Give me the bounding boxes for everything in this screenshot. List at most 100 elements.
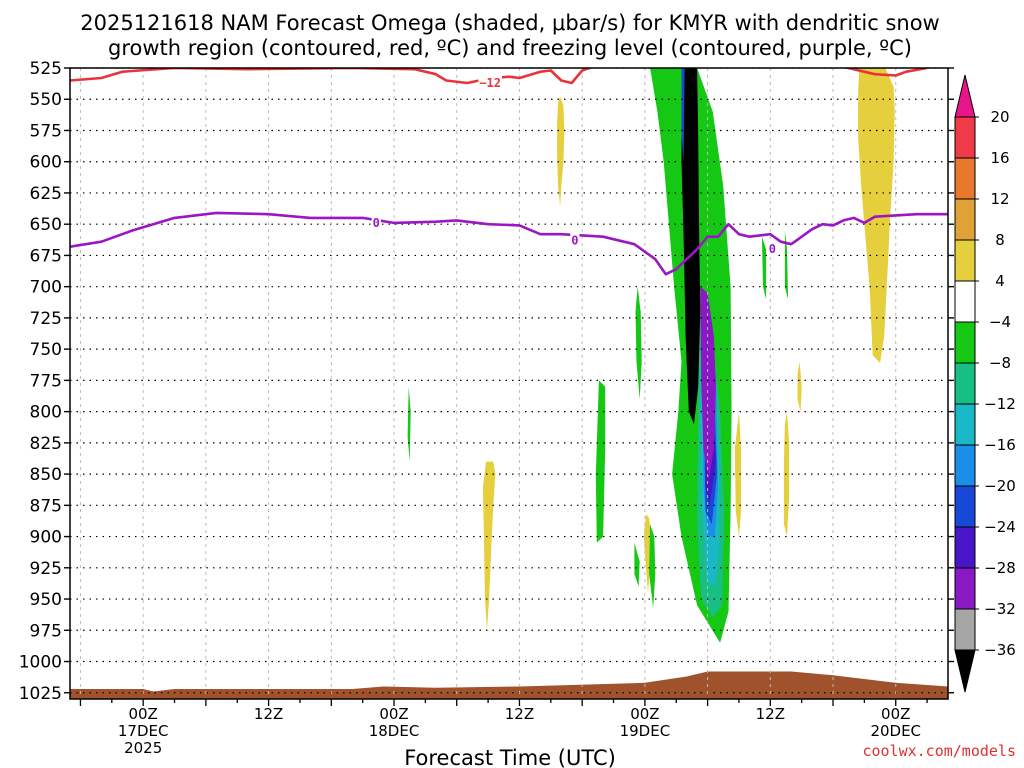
ytick-label-925: 925 xyxy=(30,559,62,579)
colorbar-bottom-arrow xyxy=(954,649,976,693)
colorbar-label-8: −16 xyxy=(984,436,1016,454)
omega-neg-4-area-7 xyxy=(634,542,640,587)
omega-pos-4-area-6 xyxy=(734,411,741,537)
colorbar-label-2: 12 xyxy=(990,190,1009,208)
ytick-label-650: 650 xyxy=(30,215,62,235)
contour-freezing-0C xyxy=(70,211,948,276)
omega-neg-4-area-5 xyxy=(761,236,767,300)
colorbar-swatch-3 xyxy=(954,239,976,282)
xtick-label-48: 00Z xyxy=(630,705,659,723)
ytick-label-1000: 1000 xyxy=(19,653,62,673)
omega-neg-4-area-3 xyxy=(649,524,656,608)
colorbar-label-1: 16 xyxy=(990,149,1009,167)
colorbar-label-9: −20 xyxy=(984,477,1016,495)
ytick-label-725: 725 xyxy=(30,309,62,329)
terrain-surface xyxy=(70,671,948,699)
xtick-label-72: 00Z xyxy=(881,705,910,723)
colorbar-label-6: −8 xyxy=(989,354,1011,372)
contour-label-bg xyxy=(371,215,381,230)
chart-title-line2: growth region (contoured, red, ºC) and f… xyxy=(108,36,912,60)
colorbar-legend: 20 16 12 8 4 −4 −8 −12 −16 −20 −24 −28 −32 −36 xyxy=(954,74,1016,693)
contour-dendritic-12C xyxy=(70,68,594,85)
credit-text[interactable]: coolwx.com/models xyxy=(862,742,1016,760)
ytick-label-675: 675 xyxy=(30,246,62,266)
omega-neg-4-area-6 xyxy=(784,230,789,300)
contour-label-freezing-0C-3: 0 xyxy=(769,242,776,256)
colorbar-top-arrow xyxy=(954,74,976,118)
omega-neg-4-area-1 xyxy=(635,286,642,400)
xtick-label-12: 12Z xyxy=(254,705,283,723)
ytick-label-875: 875 xyxy=(30,496,62,516)
colorbar-label-13: −36 xyxy=(984,641,1016,659)
colorbar-label-11: −28 xyxy=(984,559,1016,577)
ytick-label-775: 775 xyxy=(30,371,62,391)
colorbar-label-3: 8 xyxy=(995,231,1005,249)
omega-pos-4-area-2 xyxy=(482,461,496,631)
colorbar-label-12: −32 xyxy=(984,600,1016,618)
colorbar-swatch-4 xyxy=(954,280,976,323)
xtick-label-0: 00Z xyxy=(128,705,157,723)
xtick-label-24: 00Z xyxy=(379,705,408,723)
colorbar-swatch-6 xyxy=(954,362,976,405)
colorbar-swatch-9 xyxy=(954,485,976,528)
colorbar-swatch-2 xyxy=(954,198,976,241)
y-axis: 525 550 575 600 625 650 675 700 725 750 775 800 825 8… xyxy=(19,59,954,704)
omega-neg-4-area-2 xyxy=(595,380,606,543)
ytick-label-525: 525 xyxy=(30,59,62,79)
ytick-label-950: 950 xyxy=(30,590,62,610)
ytick-label-550: 550 xyxy=(30,90,62,110)
contour-label-freezing-0C-2: 0 xyxy=(571,233,578,247)
colorbar-swatch-0 xyxy=(954,116,976,159)
xtick-year-0: 2025 xyxy=(124,739,162,757)
colorbar-swatch-5 xyxy=(954,321,976,364)
plot-area xyxy=(70,68,948,699)
ytick-label-850: 850 xyxy=(30,465,62,485)
ytick-label-750: 750 xyxy=(30,340,62,360)
omega-neg-28-area-0 xyxy=(700,286,716,481)
ytick-label-600: 600 xyxy=(30,153,62,173)
colorbar-swatch-8 xyxy=(954,444,976,487)
colorbar-swatch-7 xyxy=(954,403,976,446)
ytick-label-575: 575 xyxy=(30,121,62,141)
chart-title-line1: 2025121618 NAM Forecast Omega (shaded, μ… xyxy=(80,11,939,35)
xtick-label-36: 12Z xyxy=(505,705,534,723)
omega-neg-36-area-0 xyxy=(681,68,701,425)
plot-frame xyxy=(69,67,949,700)
xtick-label-60: 12Z xyxy=(756,705,785,723)
omega-neg-4-area-4 xyxy=(407,386,411,462)
contour-dendritic-12C-east xyxy=(843,68,928,77)
ytick-label-700: 700 xyxy=(30,278,62,298)
ytick-label-625: 625 xyxy=(30,184,62,204)
ytick-label-900: 900 xyxy=(30,528,62,548)
ytick-label-800: 800 xyxy=(30,403,62,423)
ytick-label-825: 825 xyxy=(30,434,62,454)
colorbar-label-5: −4 xyxy=(989,313,1011,331)
xtick-date-72: 20DEC xyxy=(870,722,921,740)
colorbar-swatch-1 xyxy=(954,157,976,200)
ytick-label-1025: 1025 xyxy=(19,684,62,704)
omega-pos-4-area-5 xyxy=(797,361,802,412)
colorbar-label-0: 20 xyxy=(990,108,1009,126)
colorbar-swatch-10 xyxy=(954,526,976,569)
grid-lines xyxy=(70,68,948,699)
colorbar-label-4: 4 xyxy=(995,272,1005,290)
omega-streak-blue-area-0 xyxy=(681,68,685,162)
xtick-date-24: 18DEC xyxy=(369,722,420,740)
colorbar-label-10: −24 xyxy=(984,518,1016,536)
contour-lines: −12 0 0 0 xyxy=(70,68,948,276)
contour-label-bg xyxy=(478,75,503,90)
x-axis-label: Forecast Time (UTC) xyxy=(404,746,616,768)
contour-label-dendritic-12C-0: −12 xyxy=(479,76,501,90)
omega-pos-4-area-0 xyxy=(557,96,565,207)
colorbar-swatch-11 xyxy=(954,567,976,610)
xtick-date-48: 19DEC xyxy=(620,722,671,740)
contour-label-freezing-0C-1: 0 xyxy=(373,216,380,230)
xtick-date-0: 17DEC xyxy=(118,722,169,740)
contour-label-bg xyxy=(570,233,580,248)
colorbar-label-7: −12 xyxy=(984,395,1016,413)
colorbar-swatch-12 xyxy=(954,608,976,651)
contour-label-bg xyxy=(767,242,778,257)
ytick-label-975: 975 xyxy=(30,621,62,641)
